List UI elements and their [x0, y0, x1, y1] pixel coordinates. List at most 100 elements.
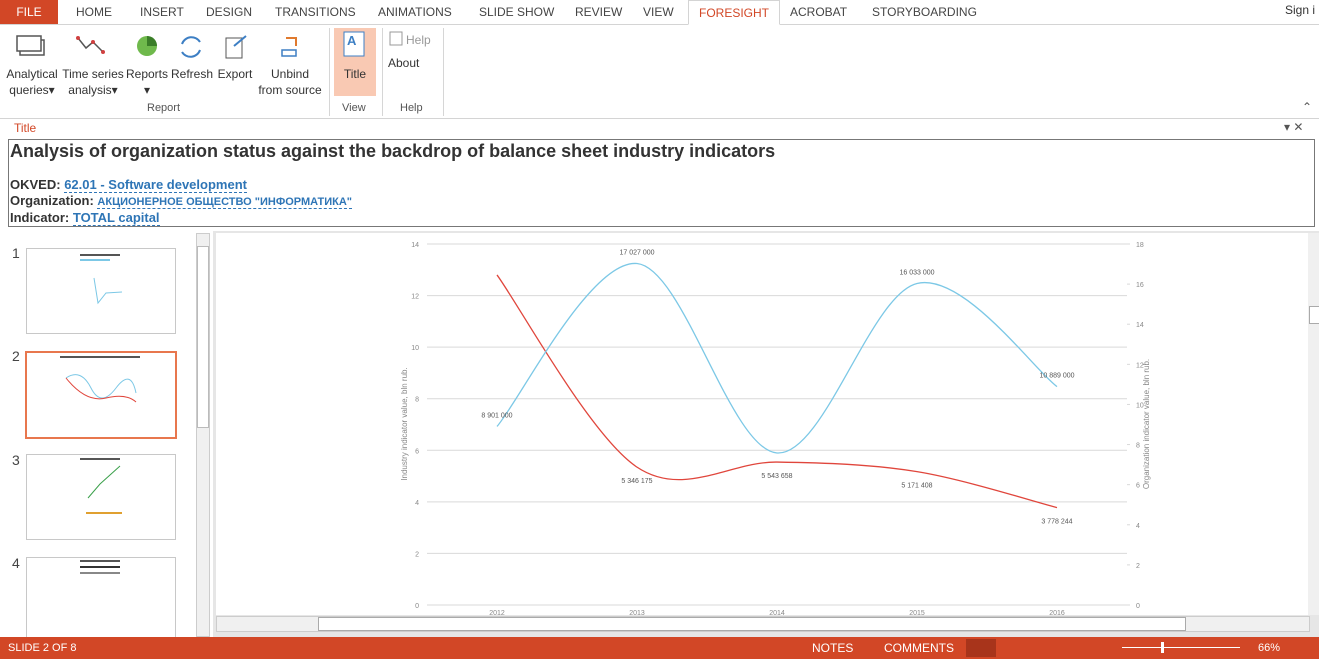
button-label-line: analysis [68, 83, 112, 97]
normal-view[interactable] [966, 639, 996, 657]
ribbon-button[interactable]: Analytical queries▾ [4, 66, 60, 98]
tab-bar [0, 0, 1319, 25]
icon-refresh [181, 36, 201, 58]
slide-number: 3 [12, 452, 20, 468]
ribbon-button[interactable]: About [388, 56, 420, 70]
ribbon-tab[interactable]: REVIEW [575, 5, 623, 19]
slide-number: 4 [12, 555, 20, 571]
slide-number: 1 [12, 245, 20, 261]
button-arrow: ▾ [143, 83, 151, 97]
field: Organization: АКЦИОНЕРНОЕ ОБЩЕСТВО "ИНФО… [10, 193, 353, 210]
y2-tick-label: 6 [1136, 483, 1140, 490]
zoom-slider[interactable] [1122, 647, 1240, 648]
ribbon-button[interactable]: Export [214, 66, 256, 82]
x-tick-label: 2015 [909, 610, 925, 615]
data-label: 16 033 000 [899, 269, 934, 276]
panel-scroll-thumb[interactable] [197, 246, 209, 428]
field-value[interactable]: 62.01 - Software development [64, 177, 247, 193]
pane-controls[interactable]: ▾ ✕ [1284, 120, 1304, 134]
slide-thumbnail[interactable] [25, 351, 177, 439]
data-label: 17 027 000 [619, 250, 654, 257]
y2-tick-label: 18 [1136, 242, 1144, 249]
x-tick-label: 2016 [1049, 610, 1065, 615]
y2-tick-label: 2 [1136, 563, 1140, 570]
y2-tick-label: 0 [1136, 603, 1140, 610]
field-value[interactable]: АКЦИОНЕРНОЕ ОБЩЕСТВО "ИНФОРМАТИКА" [97, 196, 353, 209]
y2-tick-label: 14 [1136, 322, 1144, 329]
ribbon-tab[interactable]: DESIGN [206, 5, 253, 19]
status-bar [0, 637, 1319, 659]
field-name: OKVED: [10, 177, 61, 192]
ribbon-button[interactable]: Help [406, 33, 431, 47]
data-label: 5 171 408 [901, 483, 932, 490]
icon-unbind [281, 37, 297, 57]
ribbon-button[interactable]: Refresh [170, 66, 214, 82]
v-scroll-thumb[interactable] [1309, 306, 1319, 324]
ribbon-tab[interactable]: STORYBOARDING [872, 5, 977, 19]
h-scroll-thumb[interactable] [318, 617, 1186, 631]
icon-export [225, 35, 247, 59]
comments-button[interactable]: COMMENTS [884, 641, 954, 655]
button-label: Refresh [170, 67, 214, 81]
y2-tick-label: 16 [1136, 282, 1144, 289]
button-label: Time series [62, 67, 124, 81]
ribbon-tab[interactable]: ACROBAT [790, 5, 848, 19]
y-tick-label: 6 [415, 448, 419, 455]
data-label: 5 346 175 [621, 478, 652, 485]
ribbon-tab[interactable]: SLIDE SHOW [479, 5, 555, 19]
field: OKVED: 62.01 - Software development [10, 177, 352, 193]
button-label: Unbind [270, 67, 310, 81]
ribbon-tab[interactable]: TRANSITIONS [275, 5, 356, 19]
y2-tick-label: 4 [1136, 523, 1140, 530]
separator [382, 28, 383, 116]
series-line [496, 262, 1058, 454]
slide-canvas [216, 233, 1308, 615]
y-tick-label: 2 [415, 551, 419, 558]
button-label: Reports [125, 67, 169, 81]
collapse-ribbon[interactable]: ⌃ [1302, 100, 1313, 114]
notes-button[interactable]: NOTES [812, 641, 854, 655]
y2-tick-label: 8 [1136, 443, 1140, 450]
button-label: Analytical [6, 67, 58, 81]
button-label: analysis▾ [68, 83, 118, 97]
icon-time-series [76, 36, 105, 54]
group-label: View [342, 102, 366, 114]
button-label: Export [217, 67, 253, 81]
field-value[interactable]: TOTAL capital [72, 210, 160, 226]
button-label: queries▾ [9, 83, 55, 97]
ribbon-icons: A [16, 31, 403, 59]
ribbon-button[interactable]: Time series analysis▾ [62, 66, 124, 98]
y-axis-title: Industry indicator value, bln rub. [400, 367, 409, 480]
v-scrollbar[interactable] [1308, 233, 1319, 615]
group-label: Help [400, 102, 423, 114]
ribbon-tab[interactable]: INSERT [140, 5, 184, 19]
slide-thumbnail[interactable] [26, 557, 176, 643]
zoom-thumb[interactable] [1161, 642, 1164, 653]
ribbon-tab[interactable]: ANIMATIONS [378, 5, 452, 19]
slide-thumbnail[interactable] [26, 454, 176, 540]
separator [329, 28, 330, 116]
thumbnail-drawings [60, 254, 140, 574]
group-label: Report [147, 102, 181, 114]
y2-tick-label: 10 [1136, 402, 1144, 409]
title-box [8, 139, 1315, 227]
slide-thumbnail[interactable] [26, 248, 176, 334]
ribbon-tab[interactable]: HOME [76, 5, 112, 19]
ribbon-tab[interactable]: FILE [0, 0, 58, 24]
x-tick-label: 2013 [629, 610, 645, 615]
sign-in[interactable]: Sign i [1284, 3, 1315, 17]
ribbon-button[interactable]: Reports ▾ [124, 66, 170, 98]
separator [443, 28, 444, 116]
ribbon-button[interactable]: Title [334, 66, 376, 82]
ribbon-tab[interactable]: VIEW [643, 5, 674, 19]
icon-title: A [343, 31, 365, 57]
button-label: Title [343, 67, 367, 81]
field-name: Organization: [10, 193, 94, 208]
y-tick-label: 8 [415, 397, 419, 404]
y-tick-label: 4 [415, 500, 419, 507]
slide-indicator: SLIDE 2 OF 8 [8, 642, 77, 654]
ribbon-button[interactable]: Unbind from source [256, 66, 324, 98]
y-tick-label: 12 [411, 294, 419, 301]
ribbon-tab[interactable]: FORESIGHT [688, 0, 781, 25]
zoom-level[interactable]: 66% [1258, 642, 1281, 654]
